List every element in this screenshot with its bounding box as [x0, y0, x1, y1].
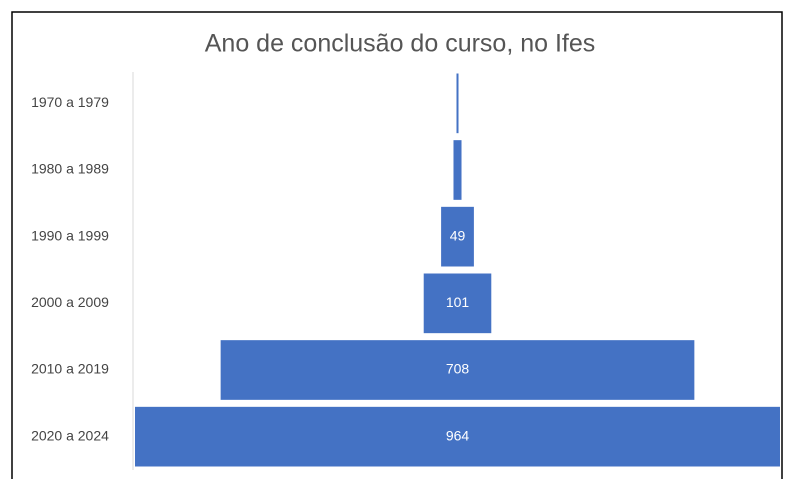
frame: [11, 11, 783, 479]
bar: [456, 73, 459, 134]
data-label: 708: [446, 361, 470, 377]
data-label: 101: [446, 294, 470, 310]
category-label: 2010 a 2019: [31, 361, 109, 377]
category-label: 1970 a 1979: [31, 94, 109, 110]
category-label: 1980 a 1989: [31, 161, 109, 177]
data-label: 49: [450, 227, 466, 243]
category-label: 2000 a 2009: [31, 294, 109, 310]
bar: [220, 340, 695, 400]
chart-title: Ano de conclusão do curso, no Ifes: [205, 30, 596, 58]
data-label: 964: [446, 427, 470, 443]
bar: [423, 273, 492, 334]
bar: [441, 206, 474, 267]
category-label: 1990 a 1999: [31, 227, 109, 243]
bar: [135, 406, 780, 467]
bar: [453, 140, 462, 200]
category-label: 2020 a 2024: [31, 427, 109, 443]
